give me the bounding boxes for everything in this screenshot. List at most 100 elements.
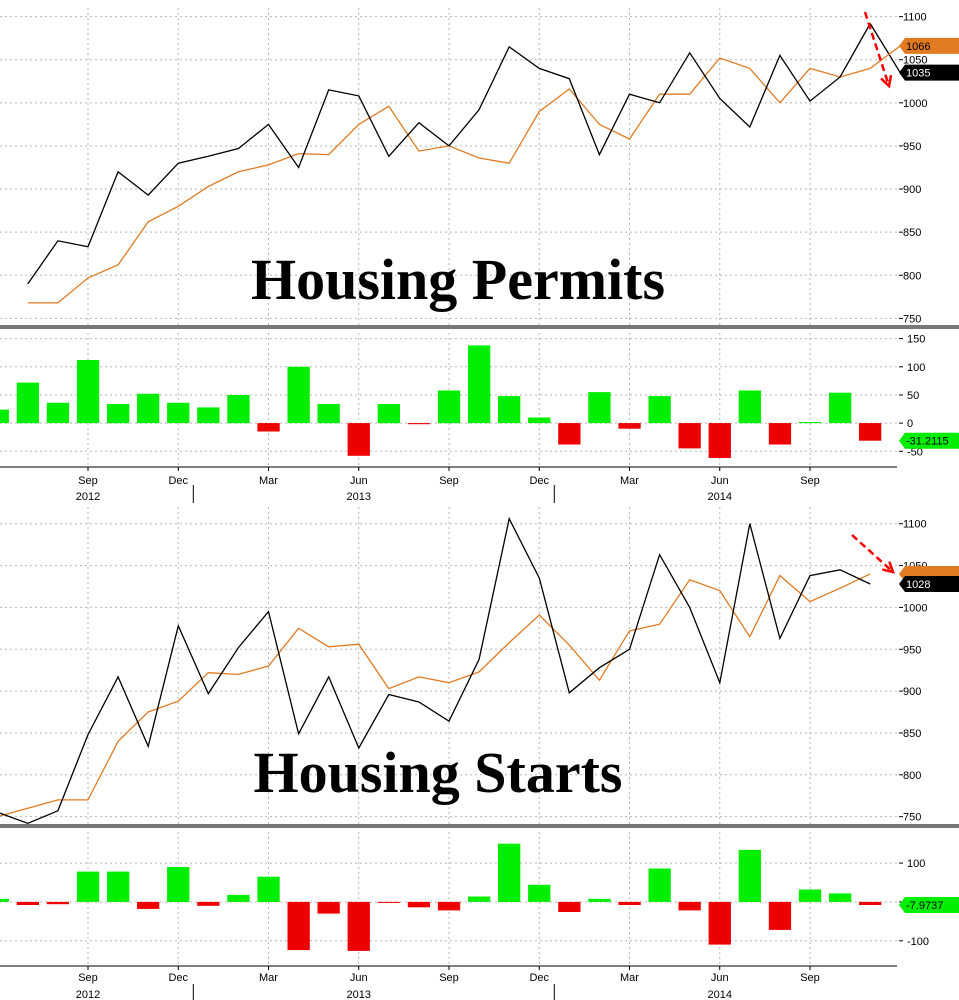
permits-ytick-label: 900 bbox=[903, 184, 921, 196]
starts-change-bar bbox=[498, 843, 521, 902]
starts-change-bar bbox=[588, 898, 611, 902]
permits-change-bar bbox=[798, 422, 822, 424]
permits-change-bar bbox=[588, 392, 611, 424]
panel-divider bbox=[0, 824, 959, 828]
permits-axis-xtick-label: Sep bbox=[439, 475, 459, 487]
permits-axis-xtick-label: Sep bbox=[800, 475, 820, 487]
starts-change-bar bbox=[197, 901, 220, 906]
permits-change-bar bbox=[678, 423, 701, 449]
permits-change-bar bbox=[768, 423, 792, 445]
starts-axis-xtick-label: Mar bbox=[259, 972, 278, 984]
permits-change-bar bbox=[197, 407, 220, 424]
starts-change-bar bbox=[167, 867, 190, 902]
starts-change-last-value-flag bbox=[899, 897, 959, 914]
starts-change-bar bbox=[738, 849, 761, 902]
permits-change-bar bbox=[0, 409, 9, 424]
starts-ytick-label: 850 bbox=[903, 728, 921, 740]
starts-axis-xtick-label: Sep bbox=[439, 972, 459, 984]
panel-divider bbox=[0, 325, 959, 329]
permits-change-ytick-label: 50 bbox=[907, 390, 919, 402]
starts-change-bar bbox=[708, 901, 731, 945]
starts-ytick-label: 750 bbox=[903, 812, 921, 824]
permits-ytick-label: 1000 bbox=[903, 98, 927, 110]
permits-down-arrow-head bbox=[880, 74, 893, 89]
starts-ytick-label: 950 bbox=[903, 644, 921, 656]
permits-change-bar bbox=[377, 404, 400, 424]
starts-change-bar bbox=[558, 901, 581, 912]
permits-axis-xtick-label: Sep bbox=[78, 475, 98, 487]
starts-change-bar bbox=[798, 889, 822, 902]
starts-change-bar bbox=[437, 901, 461, 911]
starts-change-bar bbox=[407, 901, 431, 908]
starts-ytick-label: 800 bbox=[903, 770, 921, 782]
permits-change-bar bbox=[257, 423, 280, 432]
permits-change-ytick-label: 150 bbox=[907, 334, 925, 346]
permits-change-bar bbox=[498, 396, 521, 424]
starts-change-bar bbox=[16, 901, 39, 905]
permits-axis-xtick-label: Dec bbox=[168, 475, 188, 487]
starts-change-bar bbox=[76, 871, 100, 902]
permits-change-bar bbox=[407, 423, 431, 425]
starts-axis-xtick-label: Dec bbox=[529, 972, 549, 984]
permits-ytick-label: 750 bbox=[903, 313, 921, 325]
permits-change-last-value-flag bbox=[899, 432, 959, 449]
permits-change-bar bbox=[708, 423, 731, 458]
permits-change-bar bbox=[558, 423, 581, 445]
permits-change-bar bbox=[107, 404, 130, 424]
starts-axis-xtick-label: Sep bbox=[78, 972, 98, 984]
starts-change-bar bbox=[0, 898, 9, 902]
permits-axis-xtick-label: Jun bbox=[350, 475, 368, 487]
starts-change-bar bbox=[859, 901, 882, 905]
permits-ytick-label: 1100 bbox=[903, 12, 927, 24]
starts-axis-xtick-label: Sep bbox=[800, 972, 820, 984]
starts-down-arrow-head bbox=[882, 561, 895, 574]
starts-change-bar bbox=[468, 896, 491, 902]
permits-axis-xtick-label: Jun bbox=[711, 475, 729, 487]
permits-change-bar bbox=[468, 345, 491, 424]
starts-change-bar bbox=[377, 901, 400, 903]
starts-change-ytick-label: -100 bbox=[907, 936, 929, 948]
starts-black-value-text: 1028 bbox=[906, 579, 930, 591]
permits-series-line-0 bbox=[27, 23, 871, 285]
starts-axis-xtick-label: Dec bbox=[168, 972, 188, 984]
starts-series-line-1 bbox=[0, 573, 871, 817]
permits-change-bar bbox=[347, 423, 370, 456]
permits-change-ytick-label: -50 bbox=[907, 446, 923, 458]
starts-change-bar bbox=[528, 884, 551, 902]
starts-change-bar bbox=[678, 901, 701, 911]
starts-axis-xtick-label: Mar bbox=[620, 972, 639, 984]
starts-axis-year-label: 2013 bbox=[347, 989, 371, 1000]
starts-change-bar bbox=[257, 876, 280, 902]
permits-ytick-label: 1050 bbox=[903, 55, 927, 67]
permits-axis-xtick-label: Mar bbox=[259, 475, 278, 487]
starts-series-line-0 bbox=[0, 516, 871, 824]
starts-black-value-flag bbox=[899, 575, 959, 592]
permits-change-bar bbox=[738, 390, 761, 424]
starts-change-bar bbox=[287, 901, 310, 951]
starts-change-bar bbox=[317, 901, 340, 914]
permits-change-bar bbox=[227, 395, 250, 424]
starts-change-bar bbox=[347, 901, 370, 951]
permits-ytick-label: 800 bbox=[903, 270, 921, 282]
permits-change-bar bbox=[287, 366, 310, 424]
permits-series-line-0-tail bbox=[869, 23, 901, 74]
starts-axis-year-label: 2012 bbox=[76, 989, 100, 1000]
starts-title: Housing Starts bbox=[253, 740, 622, 805]
permits-axis-xtick-label: Dec bbox=[529, 475, 549, 487]
permits-change-last-value-label: -31.2115 bbox=[906, 436, 949, 448]
permits-orange-value-flag bbox=[899, 37, 959, 54]
permits-title: Housing Permits bbox=[251, 247, 665, 312]
starts-change-bar bbox=[137, 901, 160, 909]
permits-change-bar bbox=[829, 392, 852, 424]
starts-change-bar bbox=[648, 868, 671, 902]
permits-ytick-label: 850 bbox=[903, 227, 921, 239]
permits-series-line-1-tail bbox=[869, 45, 901, 69]
starts-axis-xtick-label: Jun bbox=[350, 972, 368, 984]
permits-change-bar bbox=[437, 390, 461, 424]
starts-change-bar bbox=[829, 893, 852, 902]
permits-ytick-label: 950 bbox=[903, 141, 921, 153]
starts-change-bar bbox=[227, 894, 250, 902]
starts-change-bar bbox=[618, 901, 641, 905]
starts-down-arrow bbox=[851, 534, 894, 573]
